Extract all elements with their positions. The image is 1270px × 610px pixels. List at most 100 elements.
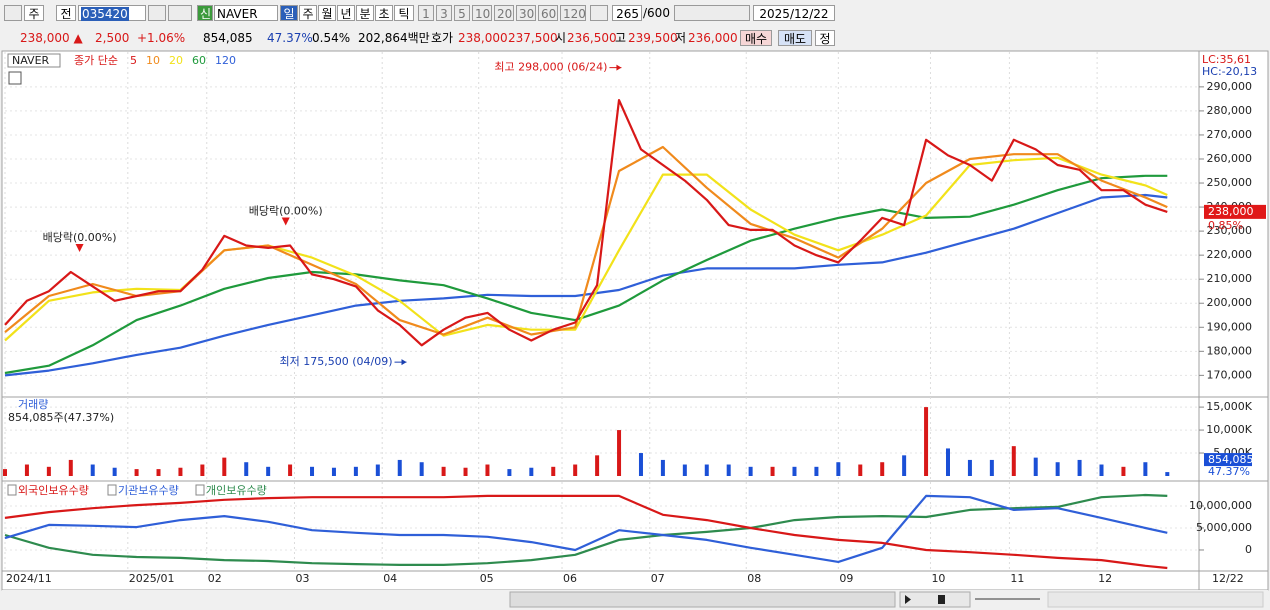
- series-line: [4, 193, 1168, 377]
- legend-entry: 20: [169, 54, 183, 67]
- change-pct: +1.06%: [137, 31, 186, 45]
- volume-bar: [266, 466, 271, 476]
- search-button[interactable]: [148, 5, 166, 21]
- open: 236,500: [567, 31, 617, 45]
- ratio-label: 47.37%: [1208, 465, 1250, 478]
- volume-bar: [46, 466, 51, 476]
- annotation: 배당락(0.00%): [249, 205, 323, 218]
- x-tick-label: 05: [480, 572, 494, 585]
- quote-bar: 238,000 ▲ 2,500 +1.06% 854,085 47.37% 0.…: [0, 27, 1270, 49]
- x-tick-label: 11: [1010, 572, 1024, 585]
- volume-bar: [967, 459, 972, 476]
- legend-entry: 기관보유수량: [118, 484, 179, 497]
- interval[interactable]: 10: [472, 5, 492, 21]
- volume-bar: [3, 469, 7, 476]
- volume-bar: [595, 455, 600, 476]
- volume-bar: [134, 469, 139, 476]
- y-tick-label: 170,000: [1207, 368, 1253, 381]
- annotation: 최고 298,000 (06/24): [494, 61, 607, 74]
- count-input[interactable]: 265: [612, 5, 642, 21]
- arrow-head: [616, 64, 622, 71]
- label: 시: [555, 31, 567, 45]
- sound-button[interactable]: [168, 5, 192, 21]
- settings-icon[interactable]: [8, 71, 22, 85]
- y-tick-label: 260,000: [1207, 152, 1253, 165]
- period[interactable]: 일: [280, 5, 298, 21]
- series-line: [4, 99, 1168, 347]
- arrow-head: [401, 359, 407, 366]
- period[interactable]: 초: [375, 5, 393, 21]
- legend-box: [7, 53, 61, 68]
- x-tick-label: 12: [1098, 572, 1112, 585]
- volume-bar: [1077, 459, 1082, 476]
- dropdown[interactable]: [590, 5, 608, 21]
- y-tick-label: 15,000K: [1206, 400, 1252, 413]
- y-tick-label: 10,000K: [1206, 423, 1252, 436]
- code-text: 035420: [81, 7, 129, 21]
- tool-buttons[interactable]: [1047, 591, 1264, 608]
- buy-button[interactable]: 매수: [740, 30, 772, 46]
- interval[interactable]: 20: [494, 5, 514, 21]
- annotation: 최저 175,500 (04/09): [279, 355, 392, 368]
- label: 저: [675, 31, 687, 45]
- volume-bar: [1165, 472, 1170, 476]
- y-tick-label: 220,000: [1207, 248, 1253, 261]
- volume-bar: [617, 430, 622, 476]
- volume-bar: [902, 455, 907, 476]
- amount: 202,864백만: [358, 31, 430, 45]
- y-tick-label: 250,000: [1207, 176, 1253, 189]
- interval[interactable]: 1: [418, 5, 434, 21]
- high: 239,500: [628, 31, 678, 45]
- correct-button[interactable]: 정: [815, 30, 835, 46]
- tool-icons[interactable]: [674, 5, 750, 21]
- volume-bar: [836, 462, 841, 476]
- volume-bar: [112, 467, 117, 476]
- last-price-label: 238,000: [1208, 205, 1254, 218]
- x-tick-label: 09: [839, 572, 853, 585]
- interval[interactable]: 30: [516, 5, 536, 21]
- volume-bar: [244, 462, 249, 476]
- interval[interactable]: 5: [454, 5, 470, 21]
- scrollbar[interactable]: [509, 591, 896, 608]
- tab[interactable]: 주: [24, 5, 44, 21]
- volume-bar: [573, 464, 578, 476]
- y-tick-label: 280,000: [1207, 104, 1253, 117]
- series-line: [4, 493, 1168, 566]
- code-input[interactable]: 035420: [78, 5, 146, 21]
- period[interactable]: 주: [299, 5, 317, 21]
- volume-bar: [1055, 462, 1060, 476]
- x-tick-label: 2025/01: [129, 572, 175, 585]
- volume-bar: [682, 464, 687, 476]
- volume-bar: [1099, 464, 1104, 476]
- volume-bar: [858, 464, 863, 476]
- toolbar: 주 전 035420 신 NAVER 일 주 월 년 분 초 틱 1 3 5 1…: [0, 2, 1270, 24]
- volume-bar: [792, 466, 797, 476]
- volume-bar: [288, 464, 293, 476]
- interval[interactable]: 3: [436, 5, 452, 21]
- tab[interactable]: 전: [56, 5, 76, 21]
- y-tick-label: 190,000: [1207, 320, 1253, 333]
- volume-bar: [222, 457, 227, 476]
- period[interactable]: 년: [337, 5, 355, 21]
- interval[interactable]: 120: [560, 5, 586, 21]
- playback-buttons[interactable]: [899, 591, 971, 608]
- period[interactable]: 분: [356, 5, 374, 21]
- menu-icon[interactable]: [4, 5, 22, 21]
- period[interactable]: 틱: [394, 5, 414, 21]
- volume-bar: [770, 466, 775, 476]
- date-input[interactable]: 2025/12/22: [753, 5, 835, 21]
- volume-bar: [419, 462, 424, 476]
- volume-bar: [704, 464, 709, 476]
- volume-bar: [989, 459, 994, 476]
- y-tick-label: 230,000: [1207, 224, 1253, 237]
- price: 238,000 ▲: [20, 31, 83, 45]
- legend-entry: 외국인보유수량: [18, 484, 89, 497]
- sell-button[interactable]: 매도: [778, 30, 812, 46]
- legend-box: [195, 484, 205, 496]
- interval[interactable]: 60: [538, 5, 558, 21]
- stock-name[interactable]: NAVER: [214, 5, 278, 21]
- x-tick-label: 06: [563, 572, 577, 585]
- period[interactable]: 월: [318, 5, 336, 21]
- volume-bar: [551, 466, 556, 476]
